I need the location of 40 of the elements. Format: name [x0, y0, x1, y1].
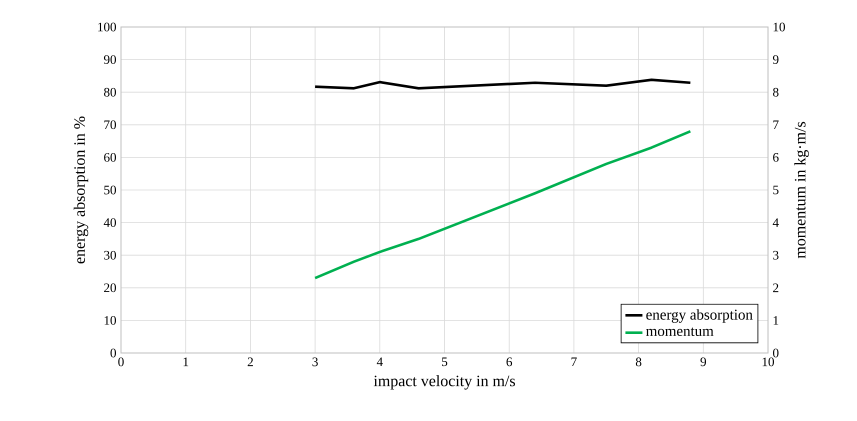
y-tick-label: 10: [104, 316, 116, 325]
y-tick-label: 40: [104, 218, 116, 227]
x-tick-label: 4: [376, 358, 383, 366]
x-tick-label: 8: [636, 358, 642, 366]
y2-tick-label: 9: [772, 55, 778, 64]
y2-tick-label: 3: [773, 250, 778, 260]
line-series: [314, 130, 692, 280]
x-tick-label: 0: [118, 358, 124, 366]
y-tick-label: 20: [104, 283, 116, 292]
x-tick-label: 10: [762, 358, 774, 366]
x-tick-label: 6: [506, 358, 512, 366]
y2-tick-label: 0: [773, 348, 779, 358]
y-tick-label: 90: [104, 55, 116, 64]
x-tick-label: 3: [312, 358, 318, 366]
y2-tick-label: 10: [774, 22, 785, 32]
y2-tick-label: 8: [773, 88, 779, 97]
x-tick-label: 7: [572, 358, 577, 366]
y2-tick-label: 2: [773, 284, 778, 292]
x-axis-title: impact velocity in m/s: [374, 375, 515, 390]
line-series: [314, 78, 692, 90]
x-tick-label: 1: [184, 358, 188, 366]
x-tick-label: 9: [700, 358, 706, 366]
y2-tick-label: 5: [773, 186, 778, 194]
y2-tick-label: 4: [772, 218, 779, 227]
y-tick-label: 70: [104, 120, 116, 130]
x-tick-label: 2: [248, 358, 253, 366]
y-axis-title: energy absorption in %: [74, 116, 88, 264]
y-tick-label: 80: [104, 88, 116, 97]
y2-axis-title: momentum in kg·m/s: [794, 122, 809, 258]
y-tick-label: 60: [104, 153, 116, 162]
y2-tick-label: 7: [773, 120, 779, 130]
legend-label: momentum: [646, 327, 714, 336]
x-tick-label: 5: [442, 358, 448, 366]
y-tick-label: 30: [104, 250, 116, 260]
y-tick-label: 50: [104, 186, 116, 194]
legend-label: energy absorption: [646, 309, 753, 323]
y-tick-label: 100: [98, 22, 116, 32]
y2-tick-label: 1: [774, 316, 778, 325]
y2-tick-label: 6: [773, 153, 779, 162]
y-tick-label: 0: [110, 348, 116, 358]
